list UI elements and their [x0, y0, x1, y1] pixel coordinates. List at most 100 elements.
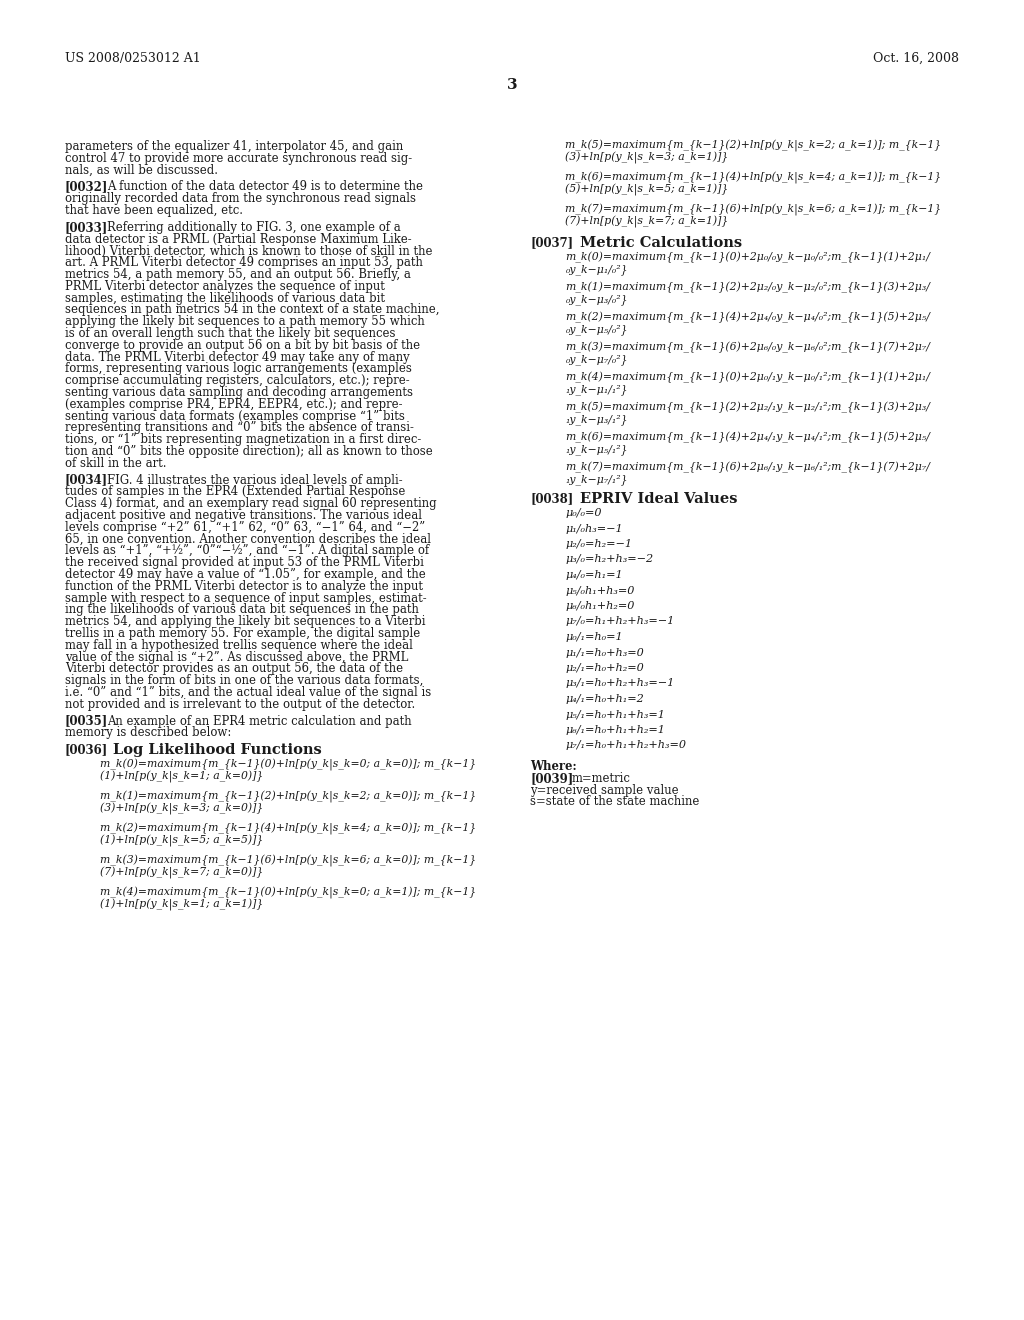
Text: PRML Viterbi detector analyzes the sequence of input: PRML Viterbi detector analyzes the seque… — [65, 280, 385, 293]
Text: converge to provide an output 56 on a bit by bit basis of the: converge to provide an output 56 on a bi… — [65, 339, 420, 352]
Text: μ₁/₁=h₀+h₃=0: μ₁/₁=h₀+h₃=0 — [565, 648, 644, 657]
Text: ₀y_k−μ₁/₀²}: ₀y_k−μ₁/₀²} — [565, 264, 628, 275]
Text: function of the PRML Viterbi detector is to analyze the input: function of the PRML Viterbi detector is… — [65, 579, 423, 593]
Text: μ₃/₁=h₀+h₂+h₃=−1: μ₃/₁=h₀+h₂+h₃=−1 — [565, 678, 674, 689]
Text: is of an overall length such that the likely bit sequences: is of an overall length such that the li… — [65, 327, 395, 341]
Text: levels as “+1”, “+½”, “0”“−½”, and “−1”. A digital sample of: levels as “+1”, “+½”, “0”“−½”, and “−1”.… — [65, 544, 429, 557]
Text: tudes of samples in the EPR4 (Extended Partial Response: tudes of samples in the EPR4 (Extended P… — [65, 486, 406, 499]
Text: m_k(7)=maximum{m_{k−1}(6)+ln[p(y_k|s_k=6; a_k=1)]; m_{k−1}: m_k(7)=maximum{m_{k−1}(6)+ln[p(y_k|s_k=6… — [565, 205, 941, 216]
Text: ₀y_k−μ₇/₀²}: ₀y_k−μ₇/₀²} — [565, 354, 628, 364]
Text: m_k(7)=maximum{m_{k−1}(6)+2μ₆/₁y_k−μ₆/₁²;m_{k−1}(7)+2μ₇/: m_k(7)=maximum{m_{k−1}(6)+2μ₆/₁y_k−μ₆/₁²… — [565, 462, 930, 474]
Text: μ₀/₀=0: μ₀/₀=0 — [565, 508, 601, 517]
Text: (7)+ln[p(y_k|s_k=7; a_k=1)]}: (7)+ln[p(y_k|s_k=7; a_k=1)]} — [565, 216, 728, 228]
Text: μ₁/₀h₃=−1: μ₁/₀h₃=−1 — [565, 524, 623, 533]
Text: m_k(4)=maximum{m_{k−1}(0)+2μ₀/₁y_k−μ₀/₁²;m_{k−1}(1)+2μ₁/: m_k(4)=maximum{m_{k−1}(0)+2μ₀/₁y_k−μ₀/₁²… — [565, 372, 930, 383]
Text: m_k(3)=maximum{m_{k−1}(6)+2μ₆/₀y_k−μ₆/₀²;m_{k−1}(7)+2μ₇/: m_k(3)=maximum{m_{k−1}(6)+2μ₆/₀y_k−μ₆/₀²… — [565, 342, 930, 354]
Text: Metric Calculations: Metric Calculations — [580, 236, 742, 249]
Text: m_k(1)=maximum{m_{k−1}(2)+2μ₂/₀y_k−μ₂/₀²;m_{k−1}(3)+2μ₃/: m_k(1)=maximum{m_{k−1}(2)+2μ₂/₀y_k−μ₂/₀²… — [565, 282, 930, 293]
Text: nals, as will be discussed.: nals, as will be discussed. — [65, 164, 218, 177]
Text: Class 4) format, and an exemplary read signal 60 representing: Class 4) format, and an exemplary read s… — [65, 498, 436, 511]
Text: A function of the data detector 49 is to determine the: A function of the data detector 49 is to… — [106, 181, 423, 194]
Text: (3)+ln[p(y_k|s_k=3; a_k=1)]}: (3)+ln[p(y_k|s_k=3; a_k=1)]} — [565, 152, 728, 164]
Text: Viterbi detector provides as an output 56, the data of the: Viterbi detector provides as an output 5… — [65, 663, 403, 676]
Text: m_k(5)=maximum{m_{k−1}(2)+ln[p(y_k|s_k=2; a_k=1)]; m_{k−1}: m_k(5)=maximum{m_{k−1}(2)+ln[p(y_k|s_k=2… — [565, 140, 941, 152]
Text: μ₅/₀h₁+h₃=0: μ₅/₀h₁+h₃=0 — [565, 586, 635, 595]
Text: sample with respect to a sequence of input samples, estimat-: sample with respect to a sequence of inp… — [65, 591, 427, 605]
Text: originally recorded data from the synchronous read signals: originally recorded data from the synchr… — [65, 193, 416, 205]
Text: m_k(0)=maximum{m_{k−1}(0)+2μ₀/₀y_k−μ₀/₀²;m_{k−1}(1)+2μ₁/: m_k(0)=maximum{m_{k−1}(0)+2μ₀/₀y_k−μ₀/₀²… — [565, 252, 930, 264]
Text: control 47 to provide more accurate synchronous read sig-: control 47 to provide more accurate sync… — [65, 152, 412, 165]
Text: data. The PRML Viterbi detector 49 may take any of many: data. The PRML Viterbi detector 49 may t… — [65, 351, 410, 363]
Text: adjacent positive and negative transitions. The various ideal: adjacent positive and negative transitio… — [65, 510, 422, 521]
Text: Log Likelihood Functions: Log Likelihood Functions — [113, 743, 322, 758]
Text: ₀y_k−μ₅/₀²}: ₀y_k−μ₅/₀²} — [565, 323, 628, 335]
Text: μ₄/₁=h₀+h₁=2: μ₄/₁=h₀+h₁=2 — [565, 694, 644, 704]
Text: parameters of the equalizer 41, interpolator 45, and gain: parameters of the equalizer 41, interpol… — [65, 140, 403, 153]
Text: levels comprise “+2” 61, “+1” 62, “0” 63, “−1” 64, and “−2”: levels comprise “+2” 61, “+1” 62, “0” 63… — [65, 521, 425, 533]
Text: μ₆/₀h₁+h₂=0: μ₆/₀h₁+h₂=0 — [565, 601, 635, 611]
Text: FIG. 4 illustrates the various ideal levels of ampli-: FIG. 4 illustrates the various ideal lev… — [106, 474, 402, 487]
Text: Where:: Where: — [530, 760, 577, 774]
Text: representing transitions and “0” bits the absence of transi-: representing transitions and “0” bits th… — [65, 421, 414, 434]
Text: the received signal provided at input 53 of the PRML Viterbi: the received signal provided at input 53… — [65, 556, 424, 569]
Text: senting various data formats (examples comprise “1” bits: senting various data formats (examples c… — [65, 409, 404, 422]
Text: that have been equalized, etc.: that have been equalized, etc. — [65, 205, 243, 216]
Text: forms, representing various logic arrangements (examples: forms, representing various logic arrang… — [65, 363, 412, 375]
Text: (7)+ln[p(y_k|s_k=7; a_k=0)]}: (7)+ln[p(y_k|s_k=7; a_k=0)]} — [100, 867, 263, 879]
Text: μ₇/₁=h₀+h₁+h₂+h₃=0: μ₇/₁=h₀+h₁+h₂+h₃=0 — [565, 741, 686, 751]
Text: m_k(1)=maximum{m_{k−1}(2)+ln[p(y_k|s_k=2; a_k=0)]; m_{k−1}: m_k(1)=maximum{m_{k−1}(2)+ln[p(y_k|s_k=2… — [100, 791, 476, 804]
Text: ₁y_k−μ₅/₁²}: ₁y_k−μ₅/₁²} — [565, 444, 628, 455]
Text: [0038]: [0038] — [530, 492, 573, 506]
Text: tions, or “1” bits representing magnetization in a first direc-: tions, or “1” bits representing magnetiz… — [65, 433, 421, 446]
Text: data detector is a PRML (Partial Response Maximum Like-: data detector is a PRML (Partial Respons… — [65, 232, 412, 246]
Text: trellis in a path memory 55. For example, the digital sample: trellis in a path memory 55. For example… — [65, 627, 420, 640]
Text: m_k(0)=maximum{m_{k−1}(0)+ln[p(y_k|s_k=0; a_k=0)]; m_{k−1}: m_k(0)=maximum{m_{k−1}(0)+ln[p(y_k|s_k=0… — [100, 759, 476, 771]
Text: senting various data sampling and decoding arrangements: senting various data sampling and decodi… — [65, 385, 413, 399]
Text: s=state of the state machine: s=state of the state machine — [530, 796, 699, 808]
Text: metrics 54, and applying the likely bit sequences to a Viterbi: metrics 54, and applying the likely bit … — [65, 615, 426, 628]
Text: metrics 54, a path memory 55, and an output 56. Briefly, a: metrics 54, a path memory 55, and an out… — [65, 268, 411, 281]
Text: m_k(2)=maximum{m_{k−1}(4)+ln[p(y_k|s_k=4; a_k=0)]; m_{k−1}: m_k(2)=maximum{m_{k−1}(4)+ln[p(y_k|s_k=4… — [100, 824, 476, 836]
Text: ₀y_k−μ₃/₀²}: ₀y_k−μ₃/₀²} — [565, 294, 628, 305]
Text: detector 49 may have a value of “1.05”, for example, and the: detector 49 may have a value of “1.05”, … — [65, 568, 426, 581]
Text: lihood) Viterbi detector, which is known to those of skill in the: lihood) Viterbi detector, which is known… — [65, 244, 432, 257]
Text: US 2008/0253012 A1: US 2008/0253012 A1 — [65, 51, 201, 65]
Text: 3: 3 — [507, 78, 517, 92]
Text: (3)+ln[p(y_k|s_k=3; a_k=0)]}: (3)+ln[p(y_k|s_k=3; a_k=0)]} — [100, 803, 263, 816]
Text: tion and “0” bits the opposite direction); all as known to those: tion and “0” bits the opposite direction… — [65, 445, 433, 458]
Text: m_k(3)=maximum{m_{k−1}(6)+ln[p(y_k|s_k=6; a_k=0)]; m_{k−1}: m_k(3)=maximum{m_{k−1}(6)+ln[p(y_k|s_k=6… — [100, 855, 476, 867]
Text: μ₂/₀=h₂=−1: μ₂/₀=h₂=−1 — [565, 539, 632, 549]
Text: ₁y_k−μ₃/₁²}: ₁y_k−μ₃/₁²} — [565, 414, 628, 425]
Text: [0037]: [0037] — [530, 236, 573, 249]
Text: Referring additionally to FIG. 3, one example of a: Referring additionally to FIG. 3, one ex… — [106, 220, 400, 234]
Text: μ₆/₁=h₀+h₁+h₂=1: μ₆/₁=h₀+h₁+h₂=1 — [565, 725, 665, 735]
Text: (1)+ln[p(y_k|s_k=1; a_k=0)]}: (1)+ln[p(y_k|s_k=1; a_k=0)]} — [100, 771, 263, 783]
Text: μ₃/₀=h₂+h₃=−2: μ₃/₀=h₂+h₃=−2 — [565, 554, 653, 565]
Text: [0035]: [0035] — [65, 714, 109, 727]
Text: [0034]: [0034] — [65, 474, 109, 487]
Text: m_k(5)=maximum{m_{k−1}(2)+2μ₂/₁y_k−μ₂/₁²;m_{k−1}(3)+2μ₃/: m_k(5)=maximum{m_{k−1}(2)+2μ₂/₁y_k−μ₂/₁²… — [565, 403, 930, 413]
Text: μ₀/₁=h₀=1: μ₀/₁=h₀=1 — [565, 632, 623, 642]
Text: [0033]: [0033] — [65, 220, 109, 234]
Text: ₁y_k−μ₇/₁²}: ₁y_k−μ₇/₁²} — [565, 474, 628, 484]
Text: ing the likelihoods of various data bit sequences in the path: ing the likelihoods of various data bit … — [65, 603, 419, 616]
Text: m_k(4)=maximum{m_{k−1}(0)+ln[p(y_k|s_k=0; a_k=1)]; m_{k−1}: m_k(4)=maximum{m_{k−1}(0)+ln[p(y_k|s_k=0… — [100, 887, 476, 899]
Text: signals in the form of bits in one of the various data formats,: signals in the form of bits in one of th… — [65, 675, 423, 688]
Text: μ₇/₀=h₁+h₂+h₃=−1: μ₇/₀=h₁+h₂+h₃=−1 — [565, 616, 674, 627]
Text: comprise accumulating registers, calculators, etc.); repre-: comprise accumulating registers, calcula… — [65, 374, 410, 387]
Text: may fall in a hypothesized trellis sequence where the ideal: may fall in a hypothesized trellis seque… — [65, 639, 413, 652]
Text: ₁y_k−μ₁/₁²}: ₁y_k−μ₁/₁²} — [565, 384, 628, 395]
Text: value of the signal is “+2”. As discussed above, the PRML: value of the signal is “+2”. As discusse… — [65, 651, 409, 664]
Text: applying the likely bit sequences to a path memory 55 which: applying the likely bit sequences to a p… — [65, 315, 425, 329]
Text: [0032]: [0032] — [65, 181, 109, 194]
Text: (1)+ln[p(y_k|s_k=5; a_k=5)]}: (1)+ln[p(y_k|s_k=5; a_k=5)]} — [100, 836, 263, 847]
Text: [0039]: [0039] — [530, 772, 573, 785]
Text: μ₄/₀=h₁=1: μ₄/₀=h₁=1 — [565, 570, 623, 579]
Text: m_k(6)=maximum{m_{k−1}(4)+2μ₄/₁y_k−μ₄/₁²;m_{k−1}(5)+2μ₅/: m_k(6)=maximum{m_{k−1}(4)+2μ₄/₁y_k−μ₄/₁²… — [565, 432, 930, 444]
Text: i.e. “0” and “1” bits, and the actual ideal value of the signal is: i.e. “0” and “1” bits, and the actual id… — [65, 686, 431, 700]
Text: μ₅/₁=h₀+h₁+h₃=1: μ₅/₁=h₀+h₁+h₃=1 — [565, 710, 665, 719]
Text: [0036]: [0036] — [65, 743, 109, 756]
Text: (5)+ln[p(y_k|s_k=5; a_k=1)]}: (5)+ln[p(y_k|s_k=5; a_k=1)]} — [565, 183, 728, 197]
Text: sequences in path metrics 54 in the context of a state machine,: sequences in path metrics 54 in the cont… — [65, 304, 439, 317]
Text: samples, estimating the likelihoods of various data bit: samples, estimating the likelihoods of v… — [65, 292, 385, 305]
